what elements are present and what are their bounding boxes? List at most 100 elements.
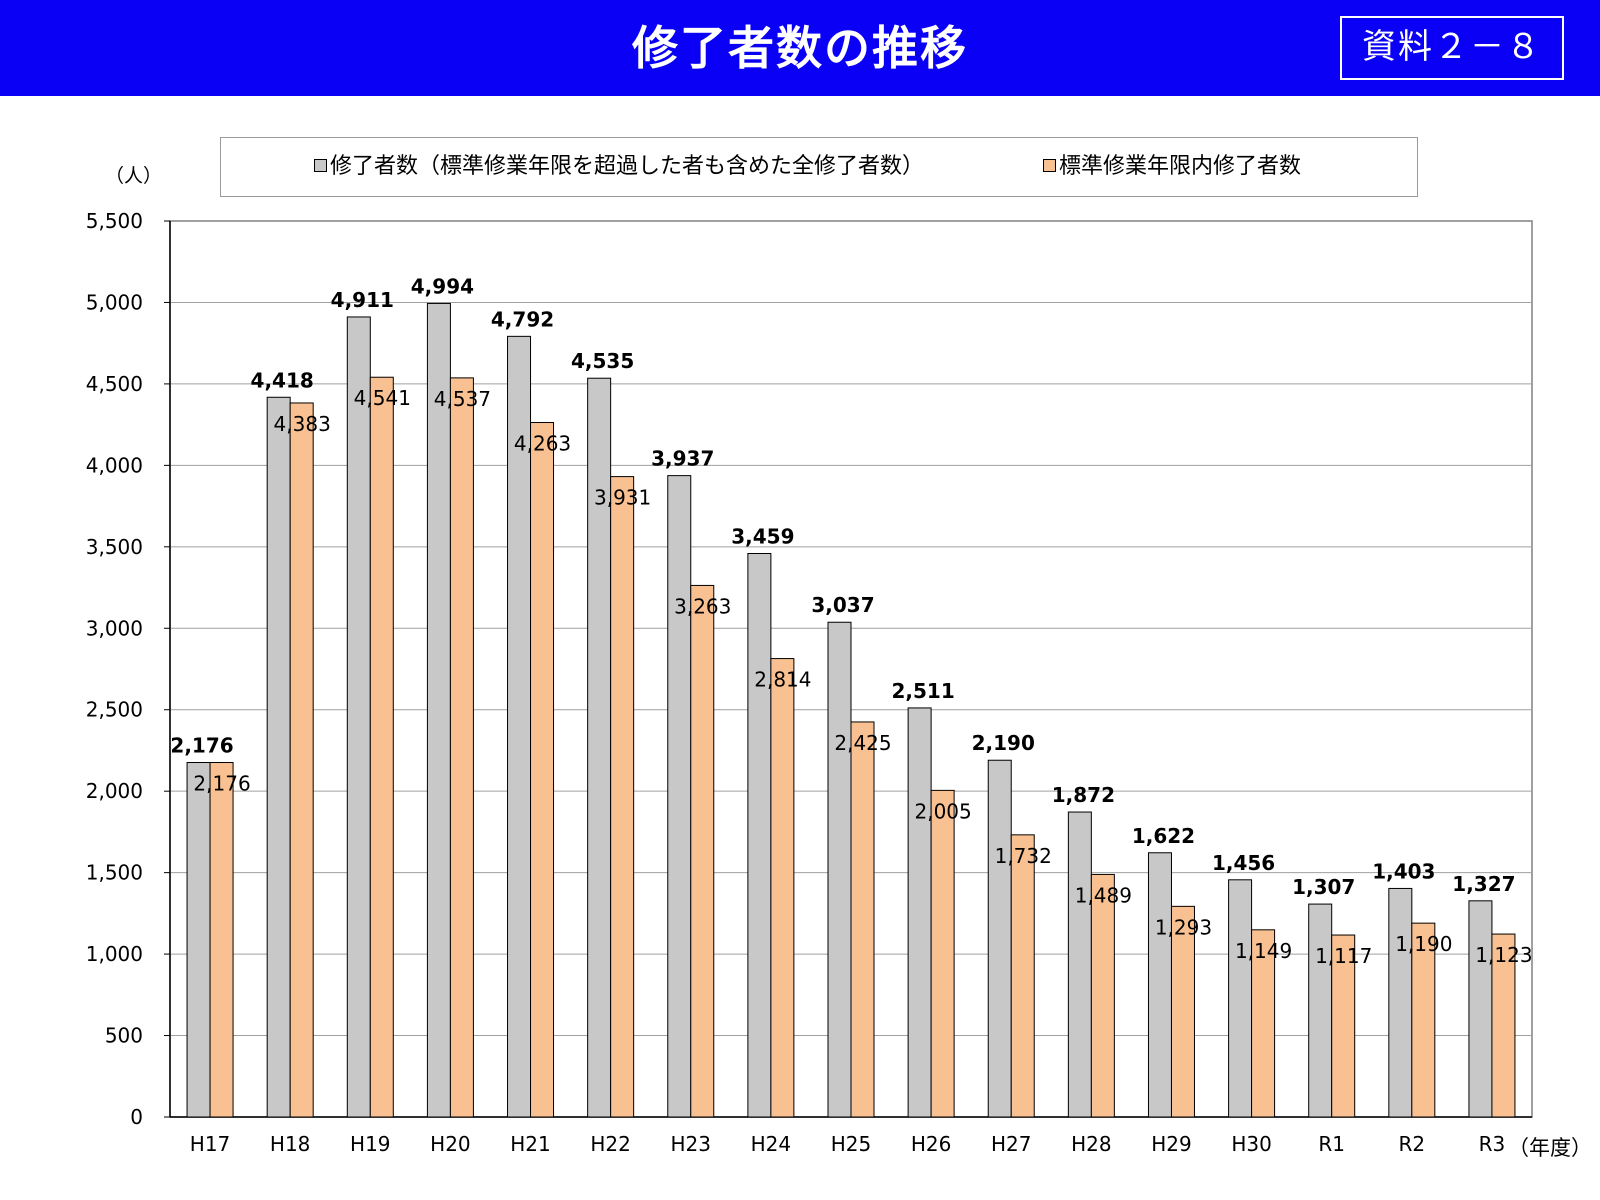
x-tick-label: H27: [991, 1132, 1032, 1156]
x-tick-label: H30: [1231, 1132, 1272, 1156]
x-axis-unit-label: （年度）: [1508, 1136, 1592, 1160]
bar-standard-period: [1251, 929, 1276, 1118]
bar-all-graduates: [346, 316, 371, 1118]
bar-standard-period: [1090, 873, 1115, 1118]
bar-all-graduates: [1468, 900, 1493, 1118]
data-label-standard-period: 1,489: [1075, 883, 1132, 907]
chart-legend: 修了者数（標準修業年限を超過した者も含めた全修了者数） 標準修業年限内修了者数: [220, 137, 1418, 197]
y-tick-label: 3,500: [86, 535, 143, 559]
bar-all-graduates: [907, 707, 932, 1118]
x-tick-label: H20: [430, 1132, 471, 1156]
data-label-all-graduates: 1,307: [1292, 875, 1355, 899]
data-label-all-graduates: 4,994: [411, 274, 474, 298]
y-tick-label: 500: [105, 1024, 143, 1048]
data-label-standard-period: 3,931: [594, 486, 651, 510]
y-tick-label: 5,000: [86, 290, 143, 314]
bar-all-graduates: [747, 552, 772, 1118]
data-label-standard-period: 2,425: [834, 731, 891, 755]
data-label-all-graduates: 1,622: [1132, 824, 1195, 848]
legend-swatch-gray: [314, 158, 327, 172]
data-label-all-graduates: 1,872: [1052, 783, 1115, 807]
data-label-standard-period: 2,005: [914, 799, 971, 823]
x-tick-label: H25: [831, 1132, 872, 1156]
y-axis-unit-label: （人）: [105, 165, 162, 187]
y-tick-label: 4,500: [86, 372, 143, 396]
bar-all-graduates: [827, 621, 852, 1118]
bar-all-graduates: [1067, 811, 1092, 1118]
data-label-all-graduates: 2,190: [972, 731, 1035, 755]
x-tick-label: R1: [1318, 1132, 1345, 1156]
y-tick-label: 2,000: [86, 779, 143, 803]
legend-swatch-orange: [1043, 158, 1056, 172]
document-label: 資料２－８: [1340, 16, 1564, 80]
bar-standard-period: [690, 584, 715, 1118]
bar-standard-period: [1170, 905, 1195, 1118]
bar-standard-period: [289, 402, 314, 1118]
x-tick-label: H19: [350, 1132, 391, 1156]
data-label-all-graduates: 2,511: [891, 679, 954, 703]
data-label-standard-period: 2,176: [193, 772, 250, 796]
bar-all-graduates: [1147, 852, 1172, 1118]
slide-title: 修了者数の推移: [632, 21, 968, 75]
x-tick-label: H22: [590, 1132, 631, 1156]
data-label-standard-period: 4,263: [514, 432, 571, 456]
bar-all-graduates: [1228, 879, 1253, 1118]
bar-all-graduates: [426, 302, 451, 1118]
data-label-standard-period: 4,541: [354, 386, 411, 410]
bar-standard-period: [369, 376, 394, 1118]
data-label-all-graduates: 4,792: [491, 307, 554, 331]
bar-standard-period: [1491, 933, 1516, 1118]
x-tick-label: H17: [190, 1132, 231, 1156]
x-tick-label: H24: [751, 1132, 792, 1156]
x-tick-label: H29: [1151, 1132, 1192, 1156]
data-label-all-graduates: 4,535: [571, 349, 634, 373]
bar-standard-period: [930, 789, 955, 1118]
y-tick-label: 5,500: [86, 209, 143, 233]
title-bar: [0, 0, 1600, 96]
data-label-standard-period: 1,190: [1395, 932, 1452, 956]
y-tick-label: 1,500: [86, 861, 143, 885]
data-label-all-graduates: 4,418: [251, 368, 314, 392]
data-label-standard-period: 3,263: [674, 594, 731, 618]
data-label-all-graduates: 1,327: [1452, 872, 1515, 896]
x-tick-label: R2: [1399, 1132, 1426, 1156]
data-label-standard-period: 1,117: [1315, 944, 1372, 968]
bar-all-graduates: [1308, 903, 1333, 1118]
bar-standard-period: [1331, 934, 1356, 1118]
data-label-all-graduates: 3,037: [811, 593, 874, 617]
data-label-all-graduates: 1,403: [1372, 859, 1435, 883]
legend-label: 標準修業年限内修了者数: [1059, 154, 1302, 179]
legend-entry-all-graduates: 修了者数（標準修業年限を超過した者も含めた全修了者数）: [314, 138, 924, 196]
bar-all-graduates: [987, 759, 1012, 1118]
data-label-standard-period: 1,293: [1155, 915, 1212, 939]
x-tick-label: H21: [510, 1132, 551, 1156]
bar-standard-period: [1010, 834, 1035, 1118]
bar-standard-period: [530, 422, 555, 1118]
bar-all-graduates: [186, 762, 211, 1118]
x-tick-label: H26: [911, 1132, 952, 1156]
y-tick-label: 0: [130, 1105, 143, 1129]
data-label-standard-period: 2,814: [754, 668, 811, 692]
data-label-all-graduates: 1,456: [1212, 851, 1275, 875]
x-tick-label: H28: [1071, 1132, 1112, 1156]
y-tick-label: 3,000: [86, 616, 143, 640]
bar-all-graduates: [266, 396, 291, 1118]
data-label-all-graduates: 3,459: [731, 524, 794, 548]
data-label-all-graduates: 3,937: [651, 447, 714, 471]
data-label-standard-period: 4,537: [434, 387, 491, 411]
bar-all-graduates: [667, 475, 692, 1118]
data-label-standard-period: 1,123: [1475, 943, 1532, 967]
legend-entry-standard-period: 標準修業年限内修了者数: [1043, 138, 1301, 196]
y-tick-label: 4,000: [86, 453, 143, 477]
data-label-all-graduates: 2,176: [170, 734, 233, 758]
bar-standard-period: [770, 658, 795, 1118]
bar-standard-period: [1411, 922, 1436, 1118]
y-tick-label: 1,000: [86, 942, 143, 966]
bar-standard-period: [850, 721, 875, 1118]
bar-standard-period: [610, 476, 635, 1118]
data-label-standard-period: 4,383: [274, 412, 331, 436]
x-tick-label: H18: [270, 1132, 311, 1156]
x-tick-label: H23: [671, 1132, 712, 1156]
x-tick-label: R3: [1479, 1132, 1506, 1156]
